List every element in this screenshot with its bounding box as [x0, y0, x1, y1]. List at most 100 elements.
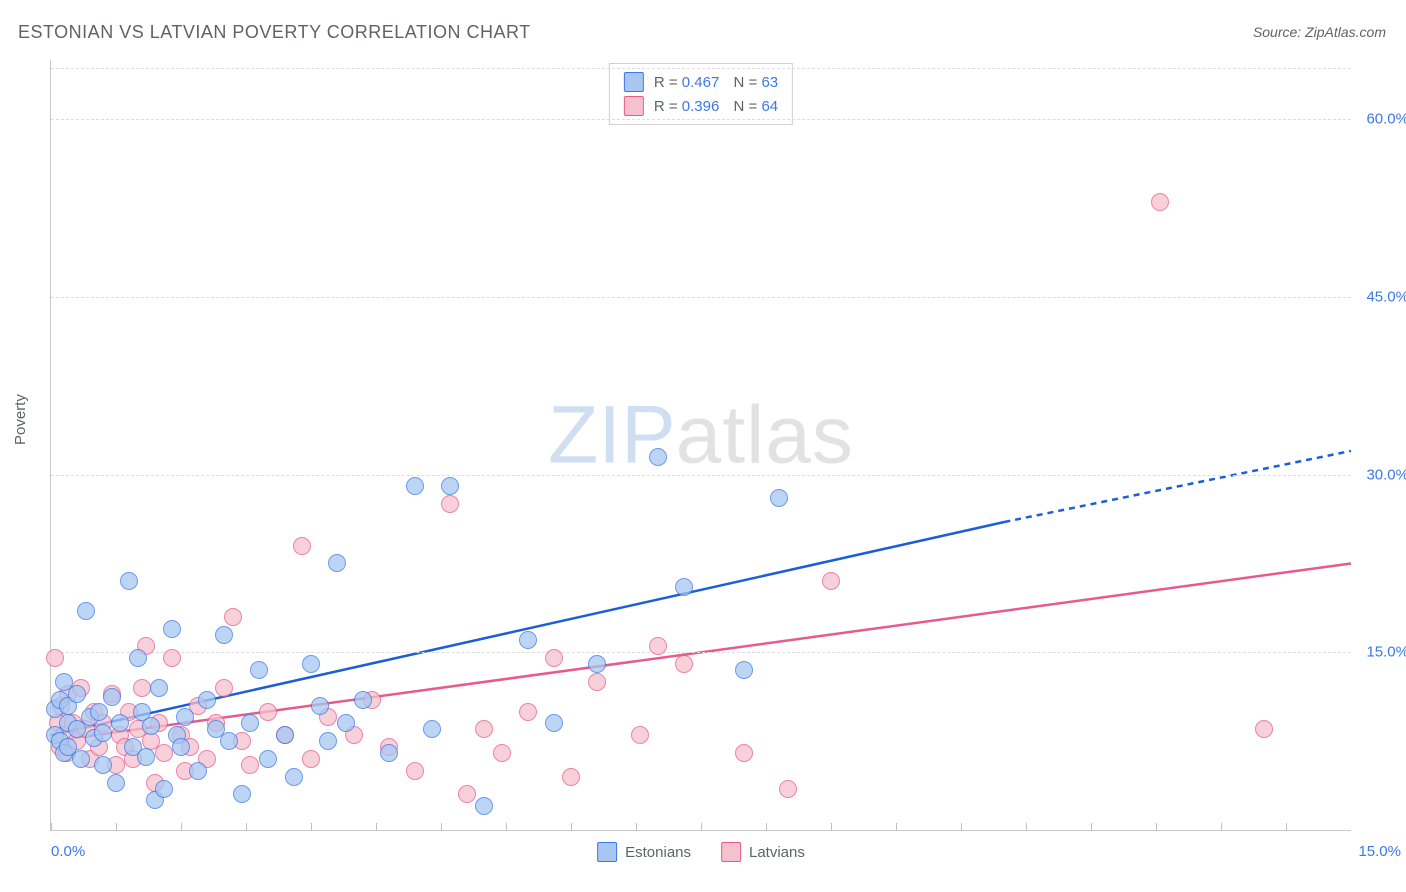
stat-legend-row-latvians: R = 0.396 N = 64 [624, 94, 778, 118]
x-tick [1156, 823, 1157, 831]
point-latvians [649, 637, 667, 655]
point-estonians [77, 602, 95, 620]
point-estonians [276, 726, 294, 744]
point-estonians [588, 655, 606, 673]
point-estonians [111, 714, 129, 732]
source-label: Source: ZipAtlas.com [1253, 24, 1386, 40]
point-estonians [735, 661, 753, 679]
x-tick [961, 823, 962, 831]
legend-item: Latvians [721, 842, 805, 862]
x-tick [701, 823, 702, 831]
point-estonians [90, 703, 108, 721]
legend-label: Latvians [749, 844, 805, 861]
x-tick [441, 823, 442, 831]
x-tick [506, 823, 507, 831]
point-estonians [120, 572, 138, 590]
x-tick [376, 823, 377, 831]
point-latvians [293, 537, 311, 555]
gridline [51, 297, 1351, 298]
point-latvians [215, 679, 233, 697]
point-estonians [172, 738, 190, 756]
point-latvians [302, 750, 320, 768]
point-estonians [198, 691, 216, 709]
point-estonians [189, 762, 207, 780]
x-tick [636, 823, 637, 831]
point-estonians [675, 578, 693, 596]
point-estonians [68, 685, 86, 703]
point-estonians [241, 714, 259, 732]
point-estonians [311, 697, 329, 715]
point-estonians [233, 785, 251, 803]
point-estonians [250, 661, 268, 679]
point-latvians [1151, 193, 1169, 211]
x-tick [1026, 823, 1027, 831]
x-tick [246, 823, 247, 831]
point-estonians [519, 631, 537, 649]
gridline [51, 475, 1351, 476]
point-estonians [163, 620, 181, 638]
point-latvians [241, 756, 259, 774]
legend-swatch [597, 842, 617, 862]
x-tick [571, 823, 572, 831]
x-tick [1286, 823, 1287, 831]
point-estonians [107, 774, 125, 792]
point-estonians [406, 477, 424, 495]
r-estonians: 0.467 [682, 74, 720, 91]
point-latvians [588, 673, 606, 691]
point-latvians [779, 780, 797, 798]
point-estonians [475, 797, 493, 815]
point-estonians [545, 714, 563, 732]
point-latvians [458, 785, 476, 803]
point-latvians [46, 649, 64, 667]
point-estonians [328, 554, 346, 572]
x-axis-min-label: 0.0% [51, 843, 85, 860]
plot-area: ZIPatlas R = 0.467 N = 63 R = 0.396 N = … [50, 60, 1351, 831]
y-axis-label: Poverty [12, 394, 29, 445]
bottom-legend: Estonians Latvians [597, 842, 805, 862]
y-tick-label: 30.0% [1366, 466, 1406, 483]
point-estonians [220, 732, 238, 750]
x-tick [181, 823, 182, 831]
y-tick-label: 15.0% [1366, 644, 1406, 661]
point-latvians [133, 679, 151, 697]
r-latvians: 0.396 [682, 98, 720, 115]
stat-legend-row-estonians: R = 0.467 N = 63 [624, 70, 778, 94]
gridline [51, 652, 1351, 653]
x-tick [831, 823, 832, 831]
point-latvians [631, 726, 649, 744]
point-estonians [770, 489, 788, 507]
point-latvians [545, 649, 563, 667]
x-tick [116, 823, 117, 831]
legend-swatch [721, 842, 741, 862]
n-latvians: 64 [761, 98, 778, 115]
point-estonians [285, 768, 303, 786]
point-estonians [319, 732, 337, 750]
point-estonians [215, 626, 233, 644]
point-estonians [649, 448, 667, 466]
point-latvians [441, 495, 459, 513]
x-tick [311, 823, 312, 831]
point-estonians [150, 679, 168, 697]
x-tick [1091, 823, 1092, 831]
point-estonians [155, 780, 173, 798]
legend-label: Estonians [625, 844, 691, 861]
gridline [51, 119, 1351, 120]
swatch-estonians [624, 72, 644, 92]
point-estonians [176, 708, 194, 726]
point-estonians [94, 724, 112, 742]
y-tick-label: 60.0% [1366, 111, 1406, 128]
x-tick [51, 823, 52, 831]
chart-title: ESTONIAN VS LATVIAN POVERTY CORRELATION … [18, 22, 531, 43]
point-estonians [137, 748, 155, 766]
n-estonians: 63 [761, 74, 778, 91]
point-estonians [380, 744, 398, 762]
x-axis-max-label: 15.0% [1358, 843, 1401, 860]
point-latvians [224, 608, 242, 626]
point-latvians [259, 703, 277, 721]
point-estonians [337, 714, 355, 732]
point-latvians [475, 720, 493, 738]
point-estonians [441, 477, 459, 495]
point-estonians [129, 649, 147, 667]
legend-item: Estonians [597, 842, 691, 862]
point-estonians [94, 756, 112, 774]
